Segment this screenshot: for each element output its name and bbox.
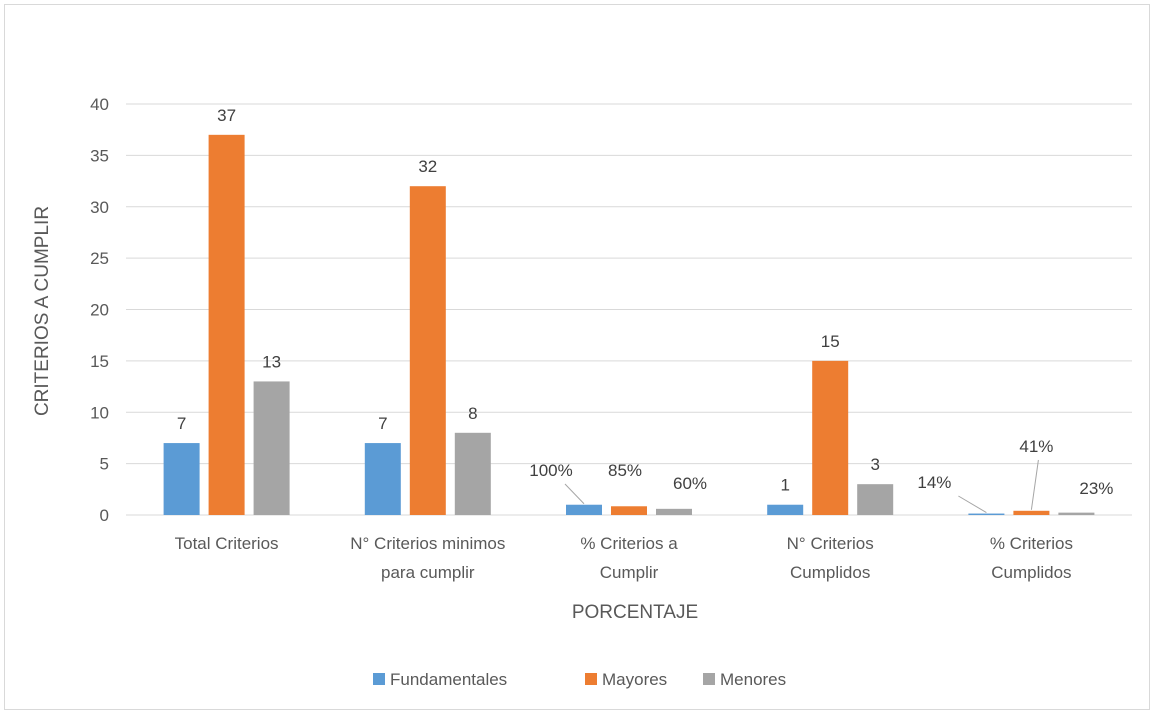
legend-label-mayores: Mayores xyxy=(602,670,667,689)
y-tick-label: 35 xyxy=(90,146,109,165)
legend-label-menores: Menores xyxy=(720,670,786,689)
data-label-menores: 8 xyxy=(468,404,477,423)
leader-line xyxy=(1030,459,1039,510)
data-label-fundamentales: 7 xyxy=(378,414,387,433)
bar-fundamentales-1 xyxy=(364,443,401,515)
y-tick-label: 25 xyxy=(90,249,109,268)
data-label-mayores: 41% xyxy=(1019,437,1053,456)
data-label-mayores: 32 xyxy=(418,157,437,176)
y-tick-label: 0 xyxy=(100,506,109,525)
bar-fundamentales-4 xyxy=(968,513,1005,515)
bar-mayores-2 xyxy=(611,506,647,515)
data-label-mayores: 15 xyxy=(821,332,840,351)
x-category-label: N° Criterios xyxy=(787,534,874,553)
legend: Fundamentales Mayores Menores xyxy=(373,670,786,689)
bars xyxy=(163,134,1095,515)
y-tick-label: 10 xyxy=(90,403,109,422)
data-label-fundamentales: 14% xyxy=(917,473,951,492)
x-category-label: N° Criterios minimos xyxy=(350,534,505,553)
data-label-mayores: 37 xyxy=(217,106,236,125)
bar-fundamentales-0 xyxy=(163,443,200,515)
legend-swatch-mayores xyxy=(585,673,597,685)
data-label-fundamentales: 1 xyxy=(780,476,789,495)
bar-mayores-4 xyxy=(1013,510,1050,515)
x-category-label: Cumplir xyxy=(600,563,659,582)
data-label-fundamentales: 100% xyxy=(529,461,572,480)
bar-fundamentales-3 xyxy=(767,504,804,515)
bar-menores-1 xyxy=(454,432,491,515)
y-tick-label: 20 xyxy=(90,301,109,320)
bar-fundamentales-2 xyxy=(566,504,602,515)
leader-line xyxy=(958,495,987,513)
data-label-mayores: 85% xyxy=(608,461,642,480)
y-tick-label: 5 xyxy=(100,455,109,474)
chart-frame: 0 5 10 15 20 25 30 35 40 7 37 13 7 32 8 100% 85% 60% 1 15 3… xyxy=(4,4,1150,710)
data-label-menores: 23% xyxy=(1079,479,1113,498)
legend-swatch-fundamentales xyxy=(373,673,385,685)
y-tick-label: 30 xyxy=(90,198,109,217)
x-category-label: para cumplir xyxy=(381,563,475,582)
data-label-menores: 13 xyxy=(262,352,281,371)
y-tick-label: 15 xyxy=(90,352,109,371)
x-category-label: Cumplidos xyxy=(991,563,1071,582)
y-axis-title: CRITERIOS A CUMPLIR xyxy=(32,206,53,416)
x-category-label: Cumplidos xyxy=(790,563,870,582)
bar-chart: 0 5 10 15 20 25 30 35 40 7 37 13 7 32 8 100% 85% 60% 1 15 3… xyxy=(32,95,1132,689)
x-axis-categories: Total Criterios N° Criterios minimos para … xyxy=(175,534,1073,582)
legend-swatch-menores xyxy=(703,673,715,685)
leader-lines xyxy=(564,459,1039,513)
data-labels: 7 37 13 7 32 8 100% 85% 60% 1 15 3 14% 41% 23% xyxy=(177,106,1114,498)
data-label-menores: 60% xyxy=(673,474,707,493)
data-label-fundamentales: 7 xyxy=(177,414,186,433)
bar-menores-4 xyxy=(1058,512,1095,515)
x-category-label: % Criterios a xyxy=(580,534,678,553)
bar-mayores-3 xyxy=(812,360,849,515)
bar-menores-0 xyxy=(253,381,290,515)
y-tick-label: 40 xyxy=(90,95,109,114)
x-category-label: % Criterios xyxy=(990,534,1073,553)
y-axis-ticks: 0 5 10 15 20 25 30 35 40 xyxy=(90,95,109,525)
x-axis-title: PORCENTAJE xyxy=(572,602,698,623)
bar-menores-3 xyxy=(857,484,894,515)
bar-menores-2 xyxy=(656,508,692,515)
leader-line xyxy=(564,483,585,505)
x-category-label: Total Criterios xyxy=(175,534,279,553)
bar-mayores-1 xyxy=(409,186,446,515)
legend-label-fundamentales: Fundamentales xyxy=(390,670,507,689)
bar-mayores-0 xyxy=(208,134,245,515)
data-label-menores: 3 xyxy=(870,455,879,474)
gridlines xyxy=(126,103,1132,516)
